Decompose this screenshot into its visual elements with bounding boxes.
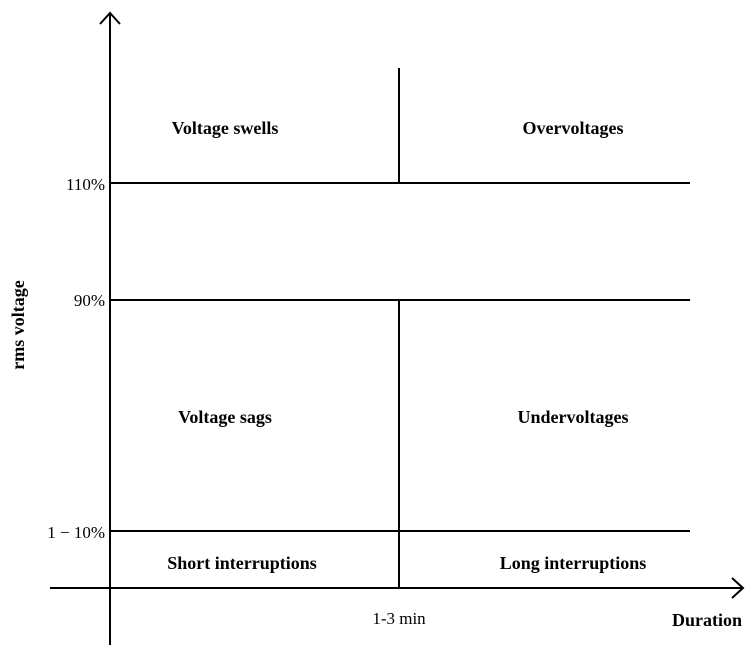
y-level-label: 1 − 10% bbox=[47, 523, 105, 542]
y-level-label: 110% bbox=[66, 175, 105, 194]
x-axis-label: Duration bbox=[672, 610, 742, 630]
region-label: Voltage swells bbox=[172, 118, 279, 138]
region-label: Short interruptions bbox=[167, 553, 317, 573]
region-label: Overvoltages bbox=[523, 118, 624, 138]
y-axis-label: rms voltage bbox=[8, 280, 28, 369]
y-arrow bbox=[99, 11, 121, 25]
region-label: Long interruptions bbox=[500, 553, 647, 573]
x-arrow bbox=[731, 577, 745, 599]
region-label: Voltage sags bbox=[178, 407, 272, 427]
y-level-label: 90% bbox=[74, 291, 105, 310]
region-label: Undervoltages bbox=[518, 407, 629, 427]
x-level-label: 1-3 min bbox=[372, 609, 426, 628]
